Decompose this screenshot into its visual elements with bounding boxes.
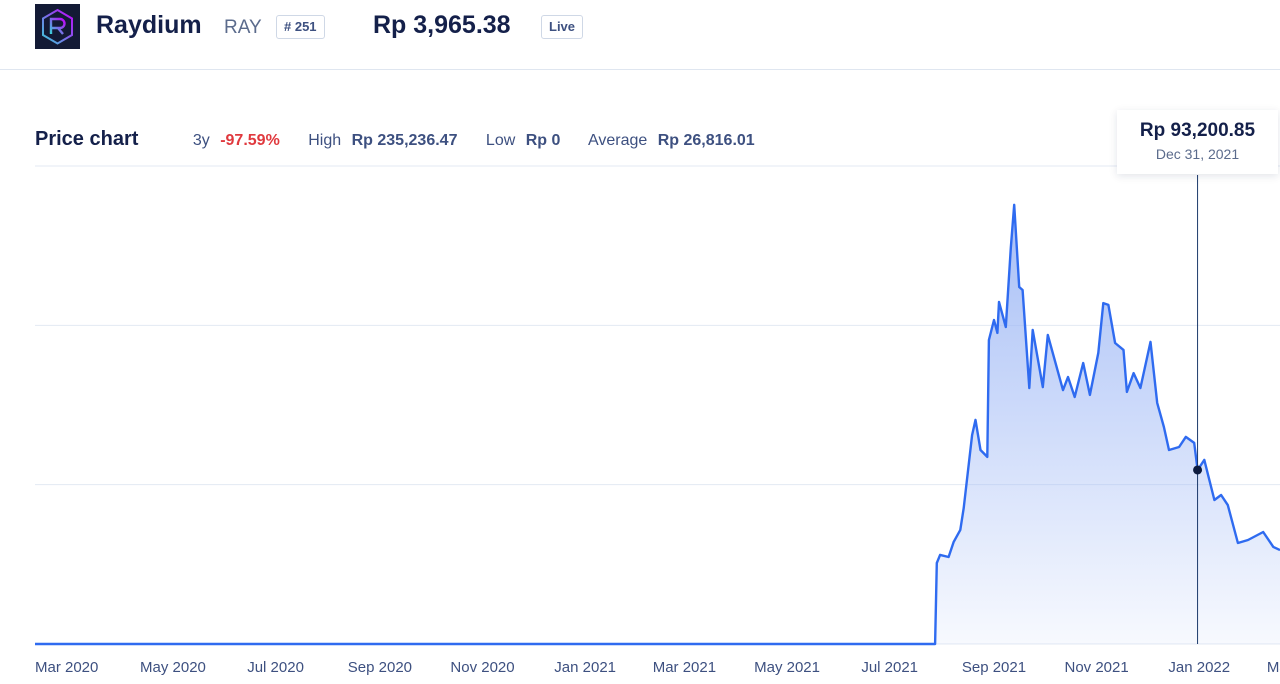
- x-tick-label: Jul 2020: [247, 659, 304, 676]
- high-label: High: [308, 132, 342, 149]
- low-label: Low: [485, 132, 516, 149]
- price-area: [35, 204, 1280, 645]
- x-tick-label: Jul 2021: [861, 659, 918, 676]
- current-price: Rp 3,965.38: [373, 11, 511, 39]
- coin-name: Raydium: [96, 11, 202, 39]
- coin-header: Raydium RAY # 251 Rp 3,965.38 Live: [0, 0, 1280, 70]
- x-tick-label: May 2021: [754, 659, 820, 676]
- x-tick-label: May 2020: [140, 659, 206, 676]
- raydium-logo-icon: [42, 8, 73, 45]
- coin-symbol: RAY: [224, 17, 262, 38]
- live-badge: Live: [541, 15, 584, 39]
- x-tick-label: Sep 2020: [348, 659, 412, 676]
- tooltip-date: Dec 31, 2021: [1155, 146, 1240, 162]
- average-label: Average: [587, 132, 648, 149]
- highlight-point: [1193, 465, 1203, 475]
- period-change: -97.59%: [220, 132, 280, 149]
- period-label[interactable]: 3y: [192, 132, 210, 149]
- chart-stats: Price chart 3y -97.59% High Rp 235,236.4…: [35, 128, 779, 151]
- x-tick-label: Mar 2020: [35, 659, 98, 676]
- chart-title: Price chart: [35, 128, 139, 150]
- x-tick-label: Mar 2021: [653, 659, 716, 676]
- rank-badge: # 251: [276, 15, 325, 39]
- x-tick-label: Mar 2022: [1267, 659, 1280, 676]
- chart-tooltip: Rp 93,200.85 Dec 31, 2021: [1117, 110, 1278, 174]
- x-tick-label: Jan 2021: [554, 659, 616, 676]
- x-tick-label: Nov 2020: [450, 659, 514, 676]
- high-value: Rp 235,236.47: [351, 132, 458, 149]
- x-tick-label: Nov 2021: [1065, 659, 1129, 676]
- x-tick-label: Jan 2022: [1168, 659, 1230, 676]
- low-value: Rp 0: [525, 132, 561, 149]
- tooltip-price: Rp 93,200.85: [1139, 120, 1256, 141]
- x-tick-label: Sep 2021: [962, 659, 1026, 676]
- raydium-logo: [35, 4, 80, 49]
- average-value: Rp 26,816.01: [657, 132, 755, 149]
